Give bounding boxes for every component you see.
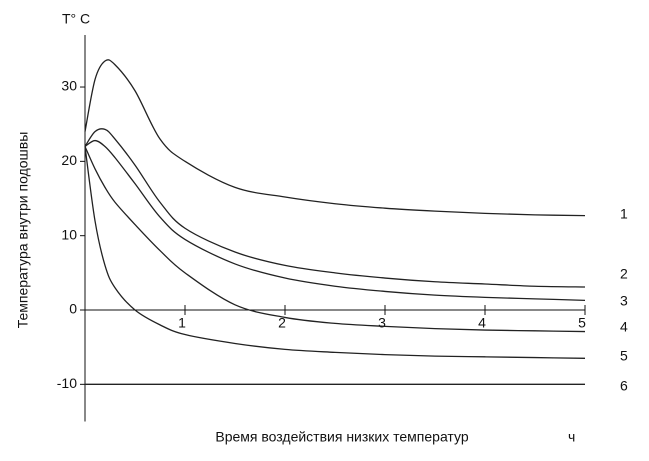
- series-line: [84, 139, 586, 301]
- series-label: 1: [620, 206, 628, 222]
- x-tick-label: 4: [478, 315, 486, 331]
- y-tick-label: 30: [61, 78, 77, 94]
- x-tick-label: 1: [178, 315, 186, 331]
- y-tick-label: -10: [57, 375, 77, 391]
- series-label: 2: [620, 266, 628, 282]
- y-tick-label: 10: [61, 226, 77, 242]
- y-tick-label: 0: [69, 301, 77, 317]
- x-tick-label: 3: [378, 315, 386, 331]
- x-tick-label: 2: [278, 315, 286, 331]
- x-tick-label: 5: [578, 315, 586, 331]
- series-label: 3: [620, 293, 628, 309]
- x-axis-label: Время воздействия низких температур: [215, 429, 468, 445]
- series-line: [84, 128, 586, 288]
- x-unit: ч: [568, 429, 575, 445]
- series-line: [84, 59, 586, 217]
- series-line: [84, 146, 586, 333]
- y-axis-label: Температура внутри подошвы: [15, 132, 31, 329]
- chart-title: T° C: [62, 11, 90, 27]
- series-line: [84, 146, 586, 359]
- series-label: 4: [620, 319, 628, 335]
- y-tick-label: 20: [61, 152, 77, 168]
- series-label: 6: [620, 378, 628, 394]
- series-label: 5: [620, 348, 628, 364]
